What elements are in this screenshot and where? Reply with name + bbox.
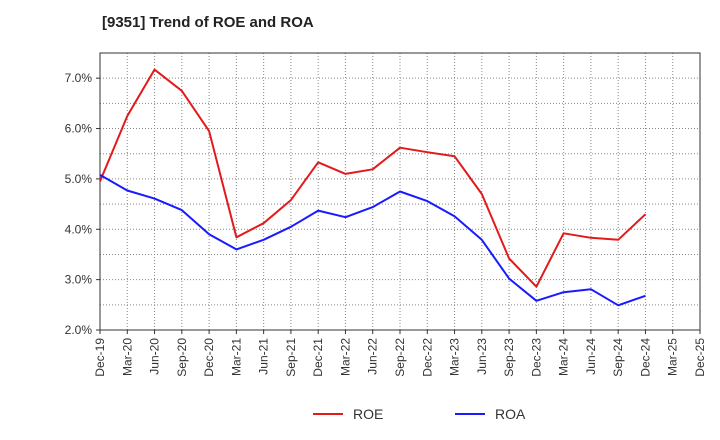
legend: ROE ROA [313,406,526,422]
x-tick-label: Dec-25 [693,338,707,377]
x-tick-label: Dec-23 [529,338,543,377]
x-tick-label: Jun-20 [148,338,162,375]
x-tick-label: Mar-24 [557,338,571,376]
x-tick-label: Mar-25 [666,338,680,376]
x-tick-label: Sep-21 [284,338,298,377]
x-tick-label: Mar-23 [448,338,462,376]
x-tick-label: Sep-23 [502,338,516,377]
legend-label-roa: ROA [495,406,526,422]
x-tick-label: Mar-21 [229,338,243,376]
x-tick-label: Sep-24 [611,338,625,377]
y-tick-label: 5.0% [65,172,93,186]
x-tick-label: Jun-24 [584,338,598,375]
y-tick-label: 6.0% [65,122,93,136]
x-tick-label: Jun-22 [366,338,380,375]
y-tick-label: 4.0% [65,222,93,236]
series-line-roa [99,174,646,307]
x-tick-label: Sep-20 [175,338,189,377]
x-tick-label: Mar-22 [338,338,352,376]
chart-title: [9351] Trend of ROE and ROA [102,14,314,31]
x-tick-label: Mar-20 [120,338,134,376]
axes: 2.0% 3.0% 4.0% 5.0% 6.0% 7.0% Dec-19 Mar-20 Jun-… [65,52,707,377]
x-tick-label: Dec-22 [420,338,434,377]
legend-label-roe: ROE [353,406,383,422]
x-tick-label: Jun-21 [257,338,271,375]
x-tick-label: Dec-24 [638,338,652,377]
y-tick-label: 7.0% [65,71,93,85]
x-tick-label: Dec-20 [202,338,216,377]
y-tick-label: 3.0% [65,273,93,287]
series-line-roe [99,68,647,288]
y-tick-label: 2.0% [65,323,93,337]
x-tick-label: Jun-23 [475,338,489,375]
x-tick-label: Dec-19 [93,338,107,377]
series [99,68,647,307]
x-tick-label: Sep-22 [393,338,407,377]
x-tick-label: Dec-21 [311,338,325,377]
